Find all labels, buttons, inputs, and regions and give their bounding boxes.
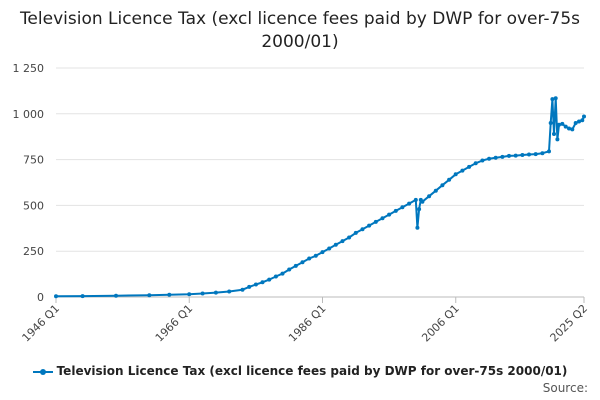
data-point — [54, 294, 58, 299]
data-point — [433, 188, 438, 193]
x-tick-label: 1946 Q1 — [20, 302, 63, 345]
data-point — [213, 290, 218, 295]
y-tick-label: 250 — [23, 245, 44, 258]
data-point — [407, 201, 412, 206]
data-point — [520, 153, 525, 157]
data-point — [417, 207, 422, 212]
data-point — [552, 132, 556, 136]
data-point — [547, 149, 551, 154]
data-point — [415, 225, 420, 230]
series-line — [55, 97, 585, 298]
data-point — [280, 271, 285, 276]
x-tick-label: 1986 Q1 — [286, 302, 329, 345]
data-point — [540, 151, 545, 156]
data-point — [548, 121, 553, 125]
data-point — [400, 205, 405, 210]
data-point — [114, 293, 118, 298]
data-point — [440, 183, 445, 188]
chart-title: Television Licence Tax (excl licence fee… — [19, 9, 581, 52]
data-point — [340, 239, 345, 244]
data-point — [500, 154, 505, 159]
data-point — [447, 177, 452, 182]
legend-label: Television Licence Tax (excl licence fee… — [56, 364, 568, 378]
data-point — [240, 287, 245, 292]
data-point — [487, 156, 492, 161]
data-point — [533, 152, 538, 157]
data-point — [247, 284, 252, 289]
x-tick-label: 2025 Q2 — [548, 302, 591, 345]
data-point — [347, 235, 352, 240]
data-point — [147, 293, 152, 298]
data-point — [387, 212, 392, 217]
data-point — [493, 155, 498, 160]
y-tick-label: 500 — [23, 199, 44, 212]
data-point — [367, 223, 372, 228]
data-point — [267, 277, 272, 282]
data-point — [513, 153, 518, 158]
data-point — [273, 274, 278, 279]
data-point — [550, 97, 555, 102]
data-point — [313, 253, 318, 258]
data-point — [570, 127, 575, 132]
data-point — [567, 126, 571, 131]
series-layer[interactable] — [54, 96, 586, 299]
data-point — [507, 153, 511, 158]
grid-lines — [56, 67, 584, 252]
data-point — [380, 216, 385, 221]
source-label: Source: — [542, 381, 588, 395]
data-point — [473, 161, 478, 166]
data-point — [80, 294, 85, 299]
data-point — [582, 114, 586, 119]
data-point — [187, 292, 192, 297]
y-tick-label: 750 — [23, 154, 44, 167]
data-point — [253, 282, 258, 287]
legend-swatch — [32, 366, 53, 378]
data-point — [353, 230, 358, 235]
data-point — [453, 172, 458, 177]
x-axis-ticks: 1946 Q1 1966 Q1 1986 Q1 2006 Q1 2025 Q2 — [20, 302, 591, 345]
data-point — [227, 289, 232, 294]
data-point — [480, 158, 485, 163]
data-point — [333, 242, 338, 247]
data-point — [293, 263, 298, 268]
data-point — [167, 292, 172, 297]
y-tick-label: 1 000 — [13, 108, 45, 121]
data-point — [580, 118, 585, 123]
y-tick-label: 1 250 — [13, 62, 45, 75]
data-point — [260, 280, 265, 285]
data-point — [360, 227, 365, 232]
legend[interactable]: Television Licence Tax (excl licence fee… — [0, 364, 600, 378]
data-point — [460, 168, 465, 173]
data-point — [287, 267, 292, 272]
data-point — [573, 121, 578, 125]
data-point — [467, 164, 472, 169]
x-tick-label: 2006 Q1 — [419, 302, 462, 345]
data-point — [200, 291, 205, 296]
data-point — [327, 246, 332, 251]
data-point — [307, 256, 312, 261]
y-axis-ticks: 0 250 500 750 1 000 1 250 — [13, 62, 45, 304]
data-point — [373, 219, 378, 224]
data-point — [577, 119, 581, 124]
y-tick-label: 0 — [37, 291, 44, 304]
x-tick-label: 1966 Q1 — [153, 302, 196, 345]
data-point — [527, 152, 531, 157]
data-point — [553, 96, 558, 101]
data-point — [413, 197, 418, 202]
data-point — [320, 250, 325, 255]
data-point — [393, 208, 398, 213]
axes — [55, 296, 585, 303]
data-point — [420, 199, 425, 204]
data-point — [560, 121, 565, 126]
data-point — [427, 194, 432, 199]
data-point — [557, 122, 561, 127]
data-point — [300, 260, 305, 265]
data-point — [555, 137, 560, 142]
data-point — [563, 124, 568, 129]
